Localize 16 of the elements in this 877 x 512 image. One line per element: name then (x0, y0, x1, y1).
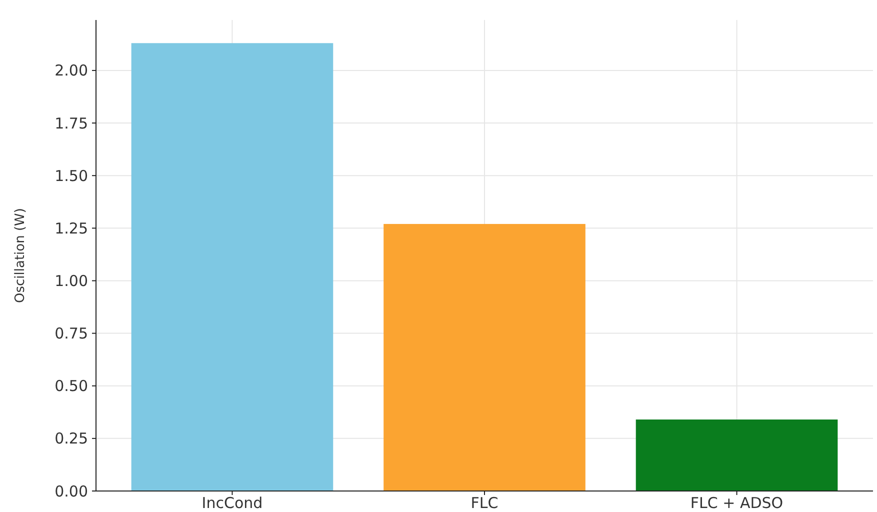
y-tick-label: 1.25 (54, 219, 88, 238)
y-tick-label: 0.50 (54, 377, 88, 396)
y-tick-label: 1.50 (54, 166, 88, 185)
y-tick-label: 1.75 (54, 114, 88, 132)
x-tick-label: FLC + ADSO (690, 494, 784, 512)
y-tick-label: 0.00 (54, 482, 88, 500)
y-tick-label: 0.75 (54, 324, 88, 343)
bar (131, 43, 334, 491)
bar (636, 420, 838, 491)
y-tick-label: 2.00 (54, 62, 88, 80)
x-tick-label: FLC (470, 494, 498, 512)
y-tick-label: 0.25 (54, 430, 88, 448)
y-tick-label: 1.00 (54, 272, 88, 290)
y-axis-title: Oscillation (W) (13, 208, 28, 303)
x-tick-label: IncCond (202, 494, 263, 512)
bar (384, 224, 586, 491)
